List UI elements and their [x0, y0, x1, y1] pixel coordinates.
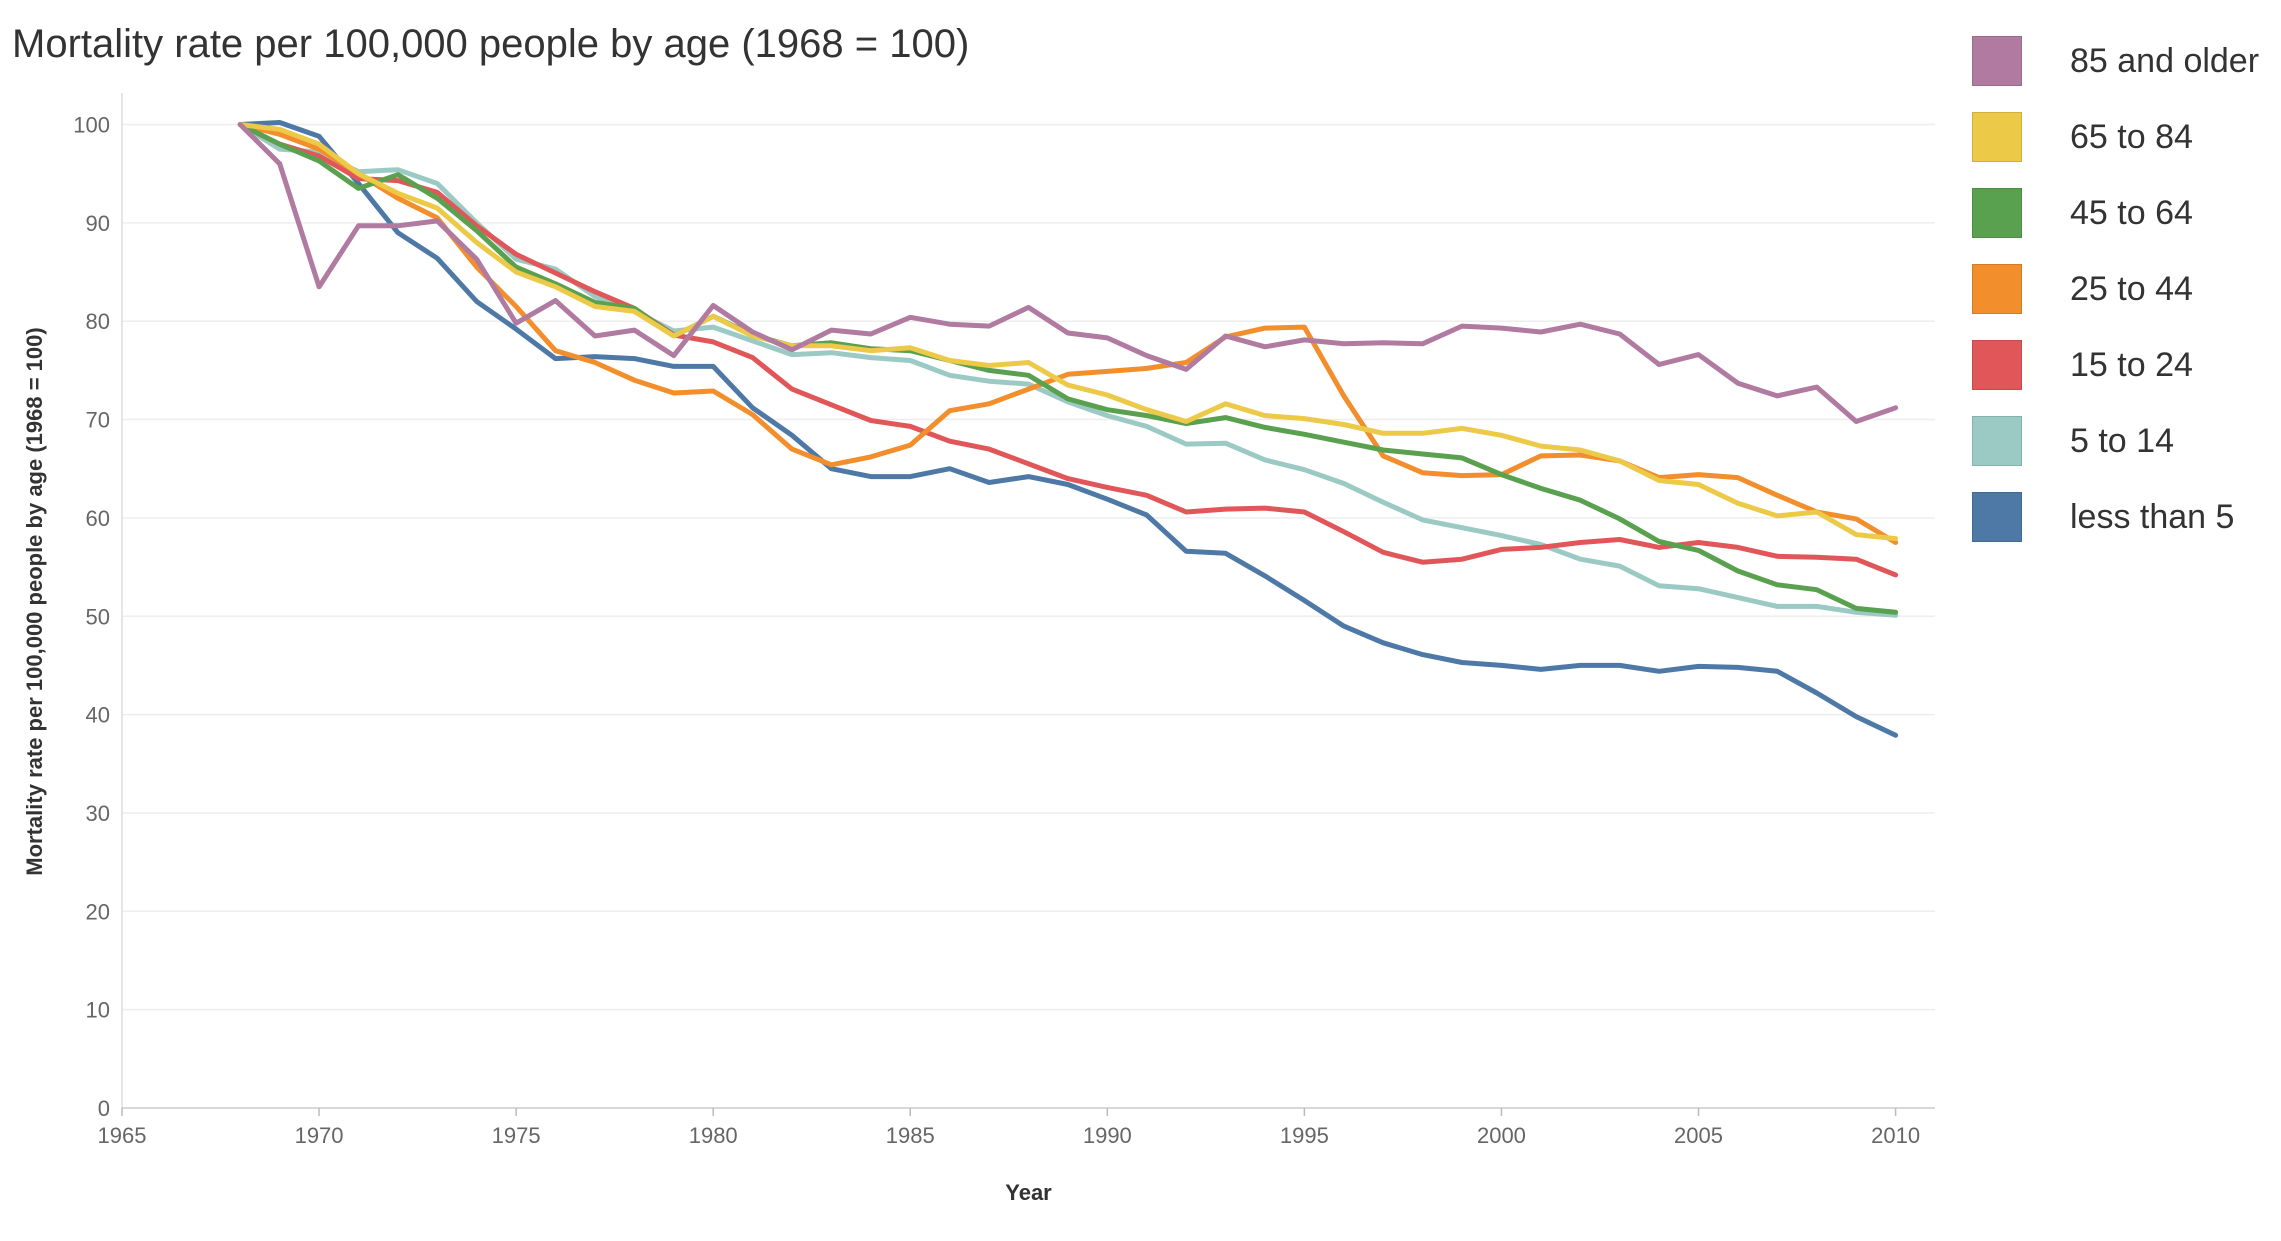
- y-tick-label: 0: [98, 1096, 110, 1121]
- legend-item-45-to-64[interactable]: 45 to 64: [1972, 188, 2272, 264]
- legend-label: 65 to 84: [2070, 118, 2193, 156]
- legend-label: 5 to 14: [2070, 422, 2174, 460]
- y-tick-label: 30: [86, 801, 110, 826]
- y-tick-label: 90: [86, 211, 110, 236]
- x-tick-label: 1995: [1280, 1123, 1329, 1148]
- series-line-15-to-24: [237, 122, 1899, 578]
- legend-item-less-than-5[interactable]: less than 5: [1972, 492, 2272, 568]
- y-tick-label: 50: [86, 604, 110, 629]
- x-axis-ticks: 1965 1970 1975 1980 1985 1990 1995 2000 2005 2010: [98, 1108, 1920, 1148]
- legend-label: less than 5: [2070, 498, 2235, 536]
- y-tick-label: 40: [86, 703, 110, 728]
- series-line-85-and-older: [237, 122, 1899, 424]
- series-line-65-to-84: [237, 122, 1899, 542]
- legend-label: 15 to 24: [2070, 346, 2193, 384]
- y-axis-title: Mortality rate per 100,000 people by age…: [22, 327, 47, 875]
- gridlines: [122, 123, 1935, 1011]
- series-line-45-to-64: [237, 122, 1899, 615]
- y-axis-ticks: 0 10 20 30 40 50 60 70 80 90 100: [73, 113, 110, 1121]
- legend-item-85-and-older[interactable]: 85 and older: [1972, 36, 2272, 112]
- legend-swatch: [1972, 416, 2022, 466]
- legend-swatch: [1972, 36, 2022, 86]
- legend-swatch: [1972, 264, 2022, 314]
- x-tick-label: 2010: [1871, 1123, 1920, 1148]
- y-tick-label: 100: [73, 113, 110, 138]
- series-line-5-to-14: [237, 122, 1899, 618]
- axes: [121, 93, 1935, 1109]
- y-tick-label: 20: [86, 899, 110, 924]
- legend-label: 85 and older: [2070, 42, 2260, 80]
- y-tick-label: 80: [86, 309, 110, 334]
- x-tick-label: 1965: [98, 1123, 147, 1148]
- x-tick-label: 1985: [886, 1123, 935, 1148]
- x-tick-label: 2000: [1477, 1123, 1526, 1148]
- legend-item-25-to-44[interactable]: 25 to 44: [1972, 264, 2272, 340]
- y-tick-label: 10: [86, 998, 110, 1023]
- chart-title: Mortality rate per 100,000 people by age…: [12, 22, 970, 66]
- legend-label: 25 to 44: [2070, 270, 2193, 308]
- legend-item-15-to-24[interactable]: 15 to 24: [1972, 340, 2272, 416]
- y-tick-label: 60: [86, 506, 110, 531]
- legend-swatch: [1972, 112, 2022, 162]
- legend: 85 and older 65 to 84 45 to 64 25 to 44 15 t…: [1972, 36, 2272, 568]
- y-tick-label: 70: [86, 408, 110, 433]
- legend-item-5-to-14[interactable]: 5 to 14: [1972, 416, 2272, 492]
- x-tick-label: 2005: [1674, 1123, 1723, 1148]
- legend-label: 45 to 64: [2070, 194, 2193, 232]
- legend-swatch: [1972, 188, 2022, 238]
- x-tick-label: 1970: [295, 1123, 344, 1148]
- legend-item-65-to-84[interactable]: 65 to 84: [1972, 112, 2272, 188]
- legend-swatch: [1972, 492, 2022, 542]
- legend-swatch: [1972, 340, 2022, 390]
- x-tick-label: 1975: [492, 1123, 541, 1148]
- series-line-less-than-5: [237, 120, 1899, 738]
- x-axis-title: Year: [1005, 1180, 1052, 1205]
- series-lines: [237, 120, 1899, 738]
- x-tick-label: 1990: [1083, 1123, 1132, 1148]
- x-tick-label: 1980: [689, 1123, 738, 1148]
